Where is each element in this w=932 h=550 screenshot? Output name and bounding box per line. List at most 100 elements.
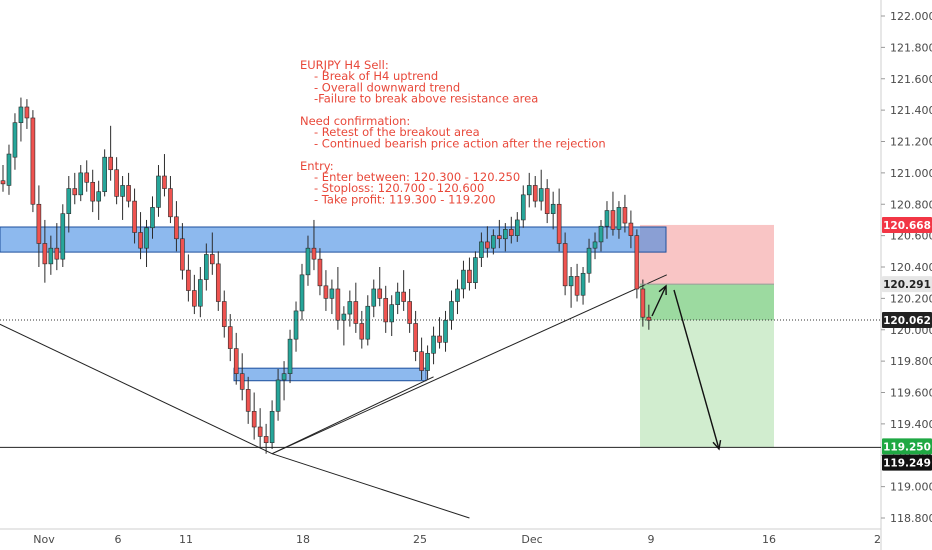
candle-bullish (550, 203, 556, 214)
candle-bullish (604, 210, 610, 227)
candle-bullish (514, 219, 520, 236)
price-tag-label: 120.291 (883, 279, 931, 291)
price-tick-label: 121.400 (890, 104, 932, 117)
candle-bullish (395, 291, 400, 305)
trendline[interactable] (271, 376, 434, 455)
candle-bearish (437, 335, 442, 343)
candle-bearish (574, 276, 580, 296)
candle-bearish (359, 323, 365, 340)
candle-bearish (377, 288, 383, 299)
candle-bullish (365, 305, 371, 340)
candle-bearish (54, 247, 60, 260)
drawing-zones[interactable] (0, 224, 774, 448)
candle-bearish (401, 291, 406, 302)
candle-bearish (168, 188, 173, 218)
price-axis-labels: 120.668 120.291 120.062 119.250 119.249 (882, 216, 932, 471)
price-tick-label: 119.800 (890, 355, 932, 368)
candle-bearish (383, 298, 389, 323)
candle-bullish (491, 235, 496, 249)
candle-bearish (353, 301, 359, 324)
candle-bearish (30, 117, 36, 205)
price-tick-label: 120.800 (890, 198, 932, 211)
candle-bearish (413, 323, 418, 353)
candle-bullish (592, 241, 598, 249)
resistance-zone[interactable] (0, 226, 667, 253)
candle-bearish (233, 348, 239, 374)
candle-bearish (24, 106, 30, 119)
trade-annotation[interactable]: EURJPY H4 Sell: - Break of H4 uptrend - Ov… (300, 58, 606, 206)
candle-bearish (485, 241, 490, 249)
price-tag-bg (882, 216, 932, 233)
trendline[interactable] (271, 453, 470, 519)
candle-bearish (162, 175, 167, 189)
trendline[interactable] (271, 274, 667, 455)
candle-bullish (275, 379, 281, 412)
time-tick-label: 11 (179, 533, 193, 546)
candle-bullish (580, 272, 586, 296)
candle-bearish (239, 373, 245, 390)
candle-bullish (371, 288, 377, 307)
take-profit-zone-active[interactable] (640, 284, 774, 321)
annotation-line: - Take profit: 119.300 - 119.200 (314, 192, 496, 206)
price-tick-label: 121.600 (890, 73, 932, 86)
retest-arrow[interactable] (651, 285, 667, 317)
target-arrow-head (712, 440, 722, 451)
time-axis-ticks: Nov 6 11 18 25 Dec 9 16 2 (33, 533, 881, 546)
candle-bearish (138, 232, 143, 249)
price-tag-label: 119.250 (883, 441, 931, 453)
time-tick-label: 16 (762, 533, 776, 546)
candle-bullish (120, 185, 125, 197)
candle-bearish (622, 207, 628, 224)
candle-bullish (305, 247, 311, 276)
candle-bearish (317, 258, 323, 287)
annotation-line: - Stoploss: 120.700 - 120.600 (314, 181, 484, 195)
candle-bearish (628, 222, 634, 236)
candle-bearish (114, 169, 119, 197)
candle-bullish (479, 241, 484, 258)
candle-bearish (640, 288, 646, 318)
candle-bullish (204, 254, 209, 280)
candle-bearish (407, 301, 412, 324)
price-tag-label: 120.062 (883, 315, 931, 327)
price-tag-bg (882, 438, 932, 455)
candle-bullish (6, 153, 12, 186)
annotation-line: Need confirmation: (300, 114, 410, 128)
candle-bullish (281, 373, 287, 381)
drawing-overlays[interactable] (0, 283, 881, 451)
candle-bearish (210, 254, 215, 265)
time-tick-label: 18 (296, 533, 310, 546)
time-tick-label: Dec (521, 533, 542, 546)
drawing-trendlines[interactable] (0, 274, 667, 519)
trendline[interactable] (0, 317, 273, 455)
price-tick-label: 119.600 (890, 387, 932, 400)
candle-bullish (96, 191, 101, 202)
candle-bearish (192, 290, 197, 307)
candle-bullish (18, 106, 24, 123)
candle-bearish (84, 172, 90, 183)
candle-bearish (257, 426, 263, 437)
candle-bearish (610, 210, 616, 230)
candle-bullish (538, 188, 544, 202)
time-tick-label: Nov (33, 533, 55, 546)
candle-bearish (562, 243, 568, 287)
annotation-line: -Failure to break above resistance area (314, 92, 538, 106)
candle-bearish (72, 188, 78, 196)
candle-bearish (0, 180, 6, 185)
price-tick-label: 122.000 (890, 10, 932, 23)
time-axis[interactable]: Nov 6 11 18 25 Dec 9 16 2 (0, 528, 881, 546)
candle-bearish (126, 185, 131, 202)
take-profit-zone[interactable] (640, 320, 774, 448)
target-arrow[interactable] (673, 289, 720, 450)
price-tick-label: 121.000 (890, 167, 932, 180)
candle-bearish (174, 216, 179, 240)
support-zone[interactable] (233, 367, 427, 382)
time-tick-label: 6 (115, 533, 122, 546)
candle-bearish (180, 238, 185, 271)
price-tick-label: 118.800 (890, 512, 932, 525)
candle-bearish (186, 269, 191, 291)
candle-bearish (251, 411, 257, 428)
candle-bullish (598, 225, 604, 243)
candle-bearish (215, 263, 221, 302)
candle-bullish (287, 338, 293, 374)
